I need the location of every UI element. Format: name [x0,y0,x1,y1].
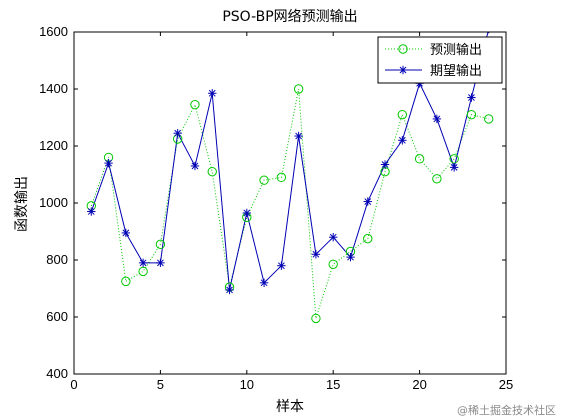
data-point-expected [173,128,182,138]
data-point-expected [329,233,338,242]
data-point-expected [87,207,96,216]
data-point-expected-stroke-3 [105,159,112,167]
data-point-predict [449,154,459,164]
data-point-expected-stroke-3 [87,208,95,215]
data-point-predict [276,172,287,183]
y-axis: 400 600 800 1000 1200 1400 1600 [39,24,506,381]
data-point-expected-stroke-3 [243,209,251,217]
y-tick-label: 1400 [39,81,68,96]
data-point-predict [121,276,131,287]
data-point-expected-stroke-3 [468,94,475,101]
y-tick-label: 600 [46,309,68,324]
data-point-predict [363,233,373,244]
y-tick-label: 1000 [39,195,68,210]
data-point-predict [207,166,217,177]
data-point-expected-stroke-3 [364,198,372,205]
data-point-predict [190,99,200,110]
data-point-predict [293,84,304,94]
x-axis: 0 5 10 15 20 25 [70,32,513,392]
data-point-predict [138,266,148,277]
x-tick-label: 0 [70,377,77,392]
data-point-expected-stroke-3 [208,89,216,97]
data-point-expected-stroke-3 [226,286,233,294]
data-point-expected [380,160,390,169]
legend-expected-marker [398,65,408,75]
chart-title: PSO-BP网络预测输出 [222,9,357,25]
series-layer [86,32,494,324]
data-point-predict [155,239,166,250]
data-point-expected-stroke-3 [381,161,389,168]
y-tick-label: 800 [46,252,68,267]
x-tick-label: 10 [240,377,254,392]
data-point-expected [190,161,200,171]
data-point-predict [414,154,425,164]
data-point-expected [311,250,321,259]
data-point-expected [104,158,113,168]
data-point-expected-stroke-3 [433,115,441,123]
data-point-expected [432,114,442,124]
data-point-expected [208,89,217,98]
data-point-expected-stroke-3 [450,163,458,171]
data-point-predict [397,109,408,120]
data-point-expected-stroke-3 [139,259,147,267]
data-point-expected [277,261,286,270]
data-point-expected [156,258,165,268]
data-point-expected-stroke-3 [260,279,268,287]
y-axis-label: 函数输出 [14,176,30,232]
watermark: @稀土掘金技术社区 [457,403,556,417]
x-tick-label: 25 [499,377,513,392]
x-axis-label: 样本 [276,399,304,415]
legend-predict-label: 预测输出 [430,42,482,58]
data-point-expected-stroke-3 [122,229,130,237]
legend-expected-star-stroke-3 [399,66,407,74]
data-point-expected-stroke-3 [174,129,182,137]
data-point-expected-stroke-3 [157,259,164,267]
legend-expected-label: 期望输出 [430,63,482,79]
data-point-expected [346,252,355,262]
data-point-expected [259,278,269,287]
data-point-expected [363,197,372,206]
data-point-expected [121,228,131,238]
data-point-expected-stroke-3 [295,132,303,140]
data-point-expected-stroke-3 [312,250,320,258]
x-tick-label: 15 [326,377,340,392]
data-point-expected [294,131,303,141]
data-point-expected-stroke-3 [485,32,487,33]
data-point-expected [138,258,148,268]
legend-predict-marker [398,44,408,54]
y-tick-label: 1200 [39,138,68,153]
data-point-predict [466,109,477,120]
data-point-expected [467,93,476,102]
data-point-expected-stroke-3 [277,262,285,270]
legend: 预测输出 期望输出 [377,36,503,84]
data-point-predict [484,114,494,124]
data-point-expected [398,136,407,145]
data-point-expected [449,163,459,172]
legend-expected-star [398,65,408,75]
y-tick-label: 1600 [39,24,68,39]
data-point-expected [225,285,234,295]
data-point-predict [259,175,269,185]
data-point-expected-stroke-3 [191,162,199,170]
data-point-expected-stroke-3 [347,253,354,261]
data-point-predict [328,259,338,269]
x-tick-label: 20 [412,377,426,392]
data-point-expected-stroke-3 [329,233,337,241]
y-tick-label: 400 [46,366,68,381]
data-point-predict [311,313,321,324]
legend-box [377,36,503,84]
data-point-expected-stroke-3 [398,136,406,144]
data-point-expected [242,208,251,218]
data-point-expected-stroke-2 [490,32,492,33]
x-tick-label: 5 [157,377,164,392]
data-point-predict [432,174,442,184]
